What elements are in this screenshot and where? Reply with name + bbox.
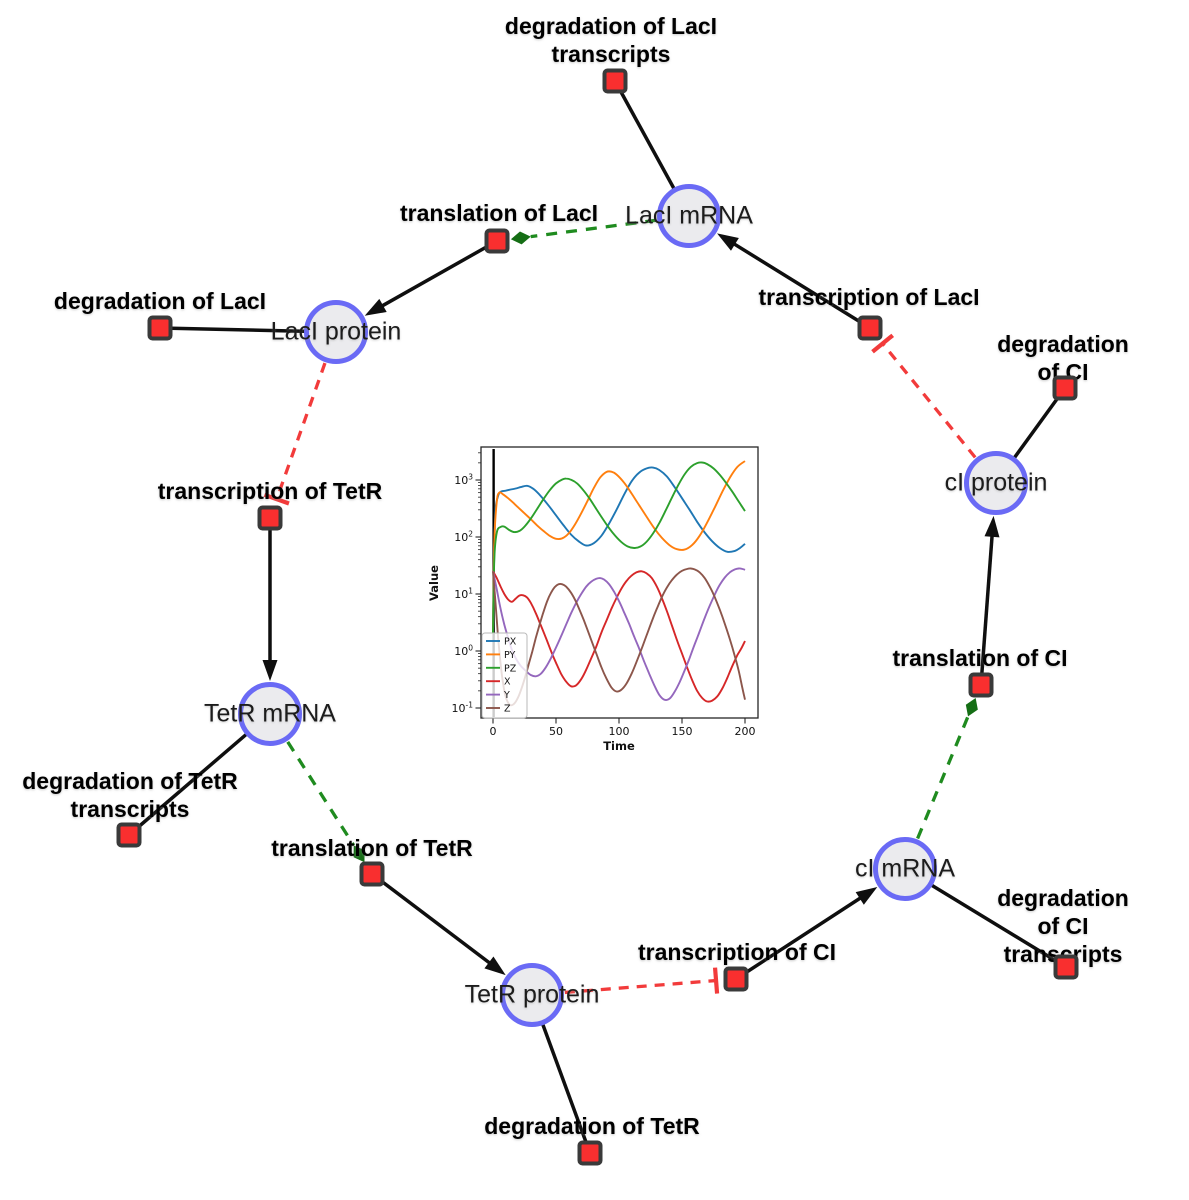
simulation-chart-canvas: 10-1 100 101 102 103 0 50 100 150 200 Time Value PX P… [427, 446, 759, 753]
reaction-label-transcription-of-tetr: transcription of TetR [157, 478, 383, 504]
species-label-laci-protein: LacI protein [270, 317, 402, 346]
species-label-tetr-mrna: TetR mRNA [204, 699, 336, 728]
svg-text:150: 150 [672, 725, 693, 738]
species-node-laci-protein[interactable] [304, 300, 368, 364]
reaction-label-transcription-of-laci: transcription of LacI [758, 284, 980, 310]
reaction-label-degradation-of-laci-transcripts: degradation of LacI transcripts [504, 13, 718, 67]
reaction-node-translation-of-ci[interactable] [968, 672, 994, 698]
reaction-node-degradation-of-tetr-transcripts[interactable] [116, 822, 142, 848]
reaction-label-transcription-of-ci: transcription of CI [637, 939, 837, 965]
reaction-node-degradation-of-laci[interactable] [147, 315, 173, 341]
svg-text:50: 50 [549, 725, 563, 738]
reaction-node-transcription-of-tetr[interactable] [257, 505, 283, 531]
edge-inhibit-tetr_protein-to-transcription_of_ci [564, 967, 720, 995]
species-label-ci-mrna: cI mRNA [855, 854, 955, 883]
reaction-label-translation-of-ci: translation of CI [892, 645, 1068, 671]
reaction-label-degradation-of-tetr-transcripts: degradation of TetR transcripts [22, 768, 238, 822]
svg-text:Z: Z [504, 704, 511, 715]
series-Y [492, 567, 746, 701]
svg-text:10-1: 10-1 [452, 701, 474, 716]
svg-text:200: 200 [735, 725, 756, 738]
series-X [492, 570, 746, 703]
reaction-label-translation-of-tetr: translation of TetR [271, 835, 473, 861]
edge-produce-translation_of_laci-to-laci_protein [364, 239, 498, 316]
reaction-label-degradation-of-tetr: degradation of TetR [484, 1113, 700, 1139]
svg-text:Time: Time [603, 739, 635, 753]
edge-produce-translation_of_tetr-to-tetr_protein [370, 872, 506, 976]
edge-produce-transcription_of_tetr-to-tetr_mrna [262, 518, 278, 681]
edge-produce-transcription_of_laci-to-laci_mrna [717, 233, 871, 330]
svg-text:Value: Value [427, 565, 441, 601]
svg-text:PX: PX [504, 637, 517, 648]
species-label-tetr-protein: TetR protein [464, 980, 600, 1009]
svg-text:X: X [504, 677, 511, 688]
edge-activate-laci_mrna-to-translation_of_laci [510, 218, 657, 245]
species-label-ci-protein: cI protein [944, 468, 1048, 497]
species-node-ci-mrna[interactable] [873, 837, 937, 901]
reaction-node-transcription-of-laci[interactable] [857, 315, 883, 341]
svg-text:Y: Y [503, 690, 510, 701]
reaction-node-degradation-of-ci[interactable] [1052, 375, 1078, 401]
svg-text:103: 103 [454, 473, 473, 488]
svg-text:0: 0 [490, 725, 497, 738]
series-PY [492, 460, 746, 634]
svg-text:102: 102 [454, 530, 473, 545]
species-node-tetr-protein[interactable] [500, 963, 564, 1027]
species-node-ci-protein[interactable] [964, 451, 1028, 515]
reaction-node-translation-of-laci[interactable] [484, 228, 510, 254]
reaction-node-degradation-of-ci-transcripts[interactable] [1053, 954, 1079, 980]
edge-activate-tetr_mrna-to-translation_of_tetr [286, 740, 365, 863]
species-label-laci-mrna: LacI mRNA [625, 201, 753, 230]
svg-text:PY: PY [504, 650, 516, 661]
svg-text:101: 101 [454, 587, 473, 602]
svg-text:PZ: PZ [504, 663, 517, 674]
edge-inhibit-ci_protein-to-transcription_of_laci [871, 333, 977, 459]
reaction-node-degradation-of-laci-transcripts[interactable] [602, 68, 628, 94]
series-PZ [492, 461, 746, 634]
edge-produce-translation_of_ci-to-ci_protein [979, 515, 1000, 686]
simulation-chart: 10-1 100 101 102 103 0 50 100 150 200 Time Value PX P… [424, 436, 772, 762]
species-node-laci-mrna[interactable] [657, 184, 721, 248]
svg-text:100: 100 [454, 644, 473, 659]
series-PX [492, 466, 746, 634]
reaction-label-translation-of-laci: translation of LacI [399, 200, 599, 226]
edge-produce-transcription_of_ci-to-ci_mrna [735, 887, 878, 981]
edge-inhibit-laci_protein-to-transcription_of_tetr [263, 362, 327, 506]
reaction-label-degradation-of-laci: degradation of LacI [53, 288, 267, 314]
reaction-node-translation-of-tetr[interactable] [359, 861, 385, 887]
reaction-node-transcription-of-ci[interactable] [723, 966, 749, 992]
edge-activate-ci_mrna-to-translation_of_ci [916, 697, 978, 840]
reaction-node-degradation-of-tetr[interactable] [577, 1140, 603, 1166]
svg-text:100: 100 [609, 725, 630, 738]
species-node-tetr-mrna[interactable] [238, 682, 302, 746]
